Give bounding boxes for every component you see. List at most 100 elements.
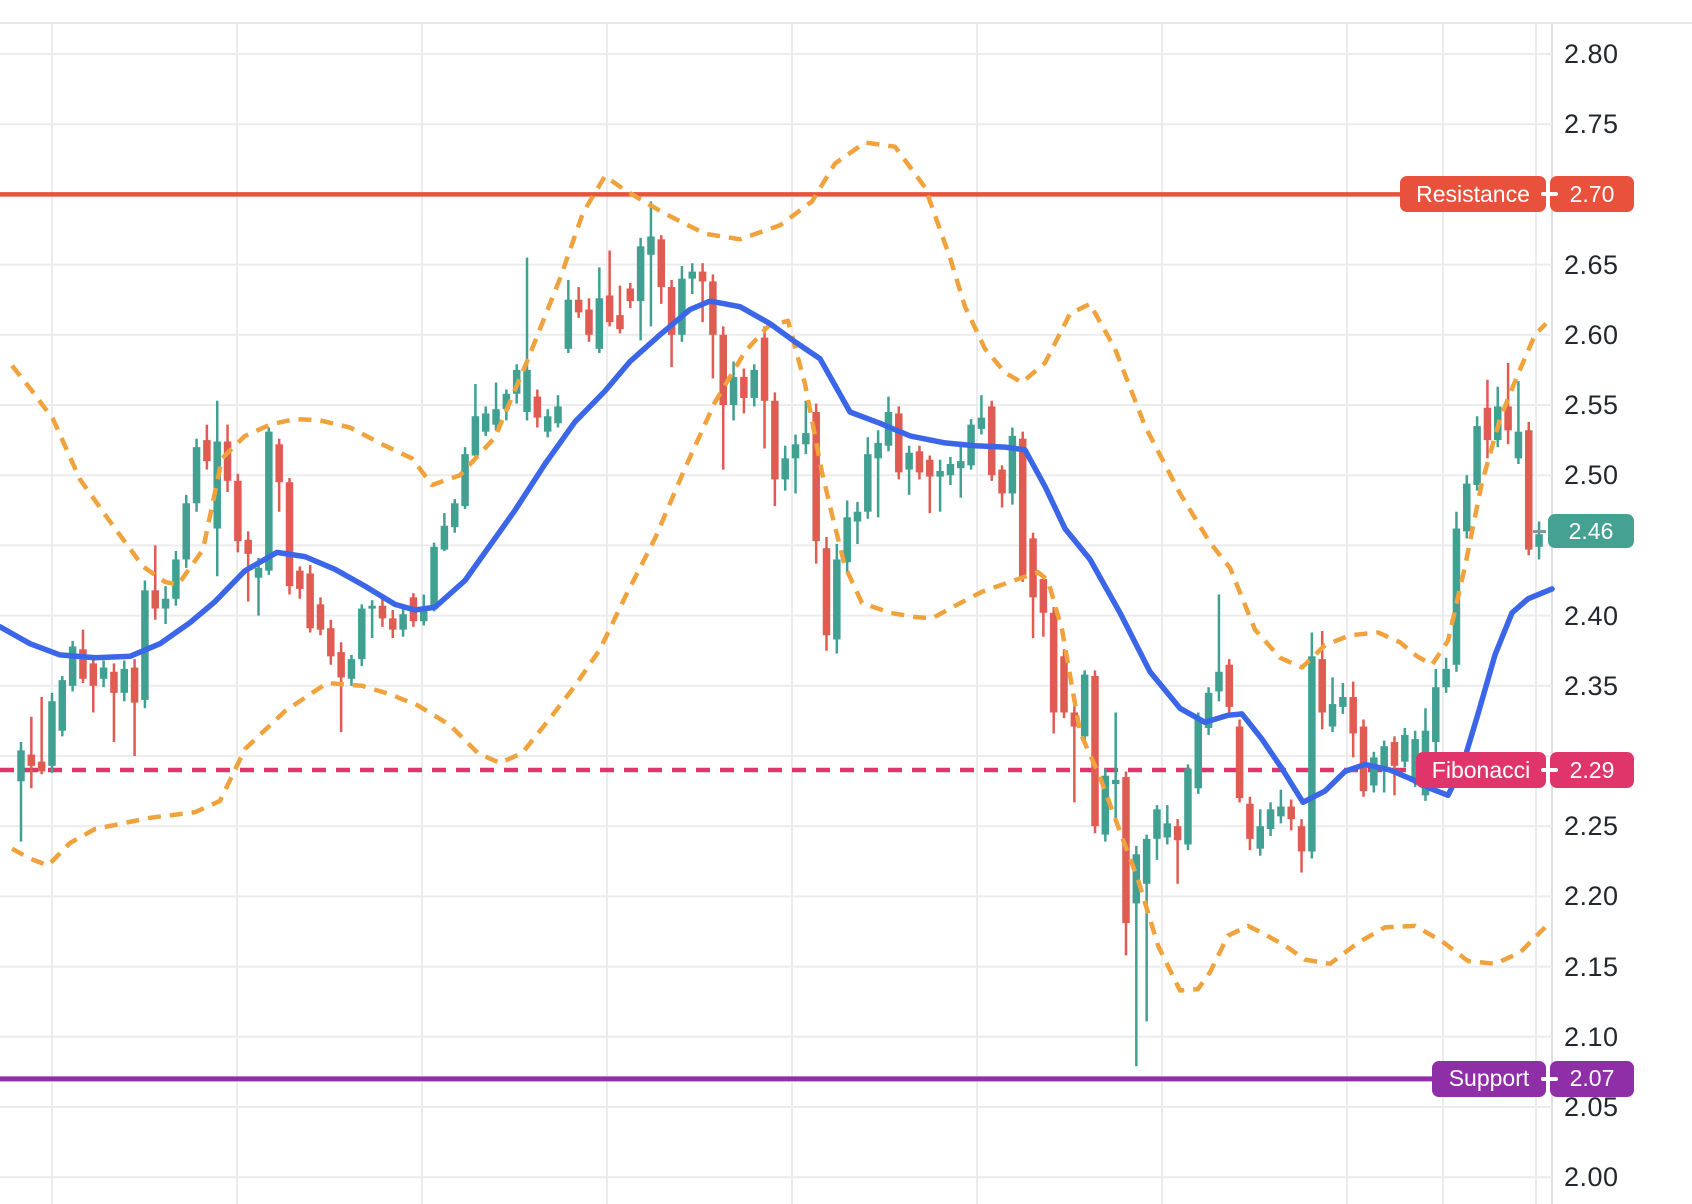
candle-body — [1039, 579, 1048, 613]
candle-body — [750, 369, 758, 398]
support-badge[interactable]: Support — [1432, 1060, 1546, 1097]
candle-body — [729, 376, 738, 405]
candle-body — [37, 761, 46, 772]
axis-tick-label: 2.00 — [1564, 1162, 1619, 1193]
candle-body — [1018, 438, 1027, 578]
candle-body — [141, 590, 149, 700]
candle-body — [182, 503, 190, 560]
support-value-text: 2.07 — [1569, 1065, 1615, 1092]
candle-body — [822, 548, 831, 636]
candle-body — [254, 567, 263, 578]
axis-tick-label: 2.15 — [1564, 951, 1619, 982]
candle-body — [874, 442, 882, 459]
candle-body — [192, 447, 201, 504]
resistance-badge[interactable]: Resistance — [1400, 176, 1546, 213]
candle-body — [616, 315, 624, 330]
candle-body — [1328, 704, 1337, 727]
candle-body — [574, 299, 583, 313]
candle-body — [1080, 674, 1089, 737]
candle-body — [688, 271, 697, 279]
fibonacci-badge-text: Fibonacci — [1431, 756, 1531, 783]
candle-body — [1463, 483, 1471, 532]
candle-body — [626, 288, 635, 302]
bollinger-bands — [10, 140, 1548, 993]
candle-body — [89, 663, 98, 686]
fibonacci-badge[interactable]: Fibonacci — [1416, 752, 1546, 789]
candle-body — [1173, 826, 1182, 841]
candle-body — [481, 413, 490, 432]
axis-tick-label: 2.25 — [1564, 811, 1619, 842]
candle-body — [1029, 538, 1037, 598]
candle-body — [709, 281, 717, 335]
candle-body — [1411, 739, 1419, 782]
fibonacci-value-text: 2.29 — [1569, 756, 1615, 783]
candle-body — [1308, 656, 1316, 852]
candle-body — [1297, 826, 1306, 852]
candle-body — [120, 668, 129, 693]
candle-body — [1101, 775, 1110, 835]
candle-body — [130, 667, 139, 703]
resistance-value-badge[interactable]: 2.70 — [1550, 176, 1634, 213]
candle-body — [791, 444, 800, 459]
moving-average-line — [0, 298, 1555, 806]
candle-body — [605, 295, 614, 323]
candle-body — [296, 570, 304, 589]
candle-body — [740, 376, 748, 398]
candle-body — [946, 463, 955, 476]
candle-body — [936, 470, 944, 477]
fibonacci-value-badge[interactable]: 2.29 — [1550, 752, 1634, 789]
candle-body — [895, 413, 903, 473]
candle-body — [554, 406, 562, 424]
axis-tick-label: 2.80 — [1564, 39, 1619, 69]
candle-body — [833, 559, 841, 640]
candle-body — [389, 618, 397, 630]
candle-body — [926, 459, 934, 477]
candle-body — [1070, 712, 1079, 727]
fibonacci-tick — [1541, 768, 1558, 773]
candle-body — [523, 369, 531, 413]
candle-body — [1339, 697, 1347, 707]
support-value-badge[interactable]: 2.07 — [1550, 1060, 1634, 1097]
candle-body — [17, 750, 25, 782]
candle-body — [1235, 726, 1244, 799]
axis-tick-label: 2.75 — [1564, 109, 1619, 140]
candle-body — [1194, 718, 1203, 789]
level-lines — [0, 192, 1432, 1082]
candle-body — [1483, 407, 1492, 441]
candle-body — [977, 417, 986, 429]
candle-body — [1287, 806, 1295, 820]
candle-body — [1318, 659, 1326, 713]
candle-body — [1060, 656, 1068, 713]
candle-body — [1163, 823, 1172, 838]
candle-body — [667, 287, 676, 335]
candle-body — [957, 461, 965, 469]
candle-body — [657, 239, 666, 288]
candle-body — [471, 416, 480, 456]
axis-tick-label: 2.40 — [1564, 600, 1619, 631]
candle-body — [781, 458, 789, 480]
candle-body — [440, 525, 449, 550]
candle-body — [203, 440, 211, 462]
candle-body — [27, 754, 36, 766]
last-price-tick — [1533, 529, 1546, 533]
candle-body — [719, 334, 727, 405]
candle-body — [358, 608, 366, 660]
candle-body — [905, 452, 913, 470]
candle-body — [1535, 534, 1543, 547]
candle-body — [1277, 806, 1285, 817]
candle-body — [1184, 768, 1192, 845]
candle-body — [1514, 431, 1523, 459]
candle-body — [1225, 664, 1234, 707]
candle-body — [1246, 803, 1254, 839]
candle-body — [492, 409, 500, 425]
candle-body — [275, 444, 283, 483]
resistance-tick — [1541, 192, 1558, 197]
candle-body — [213, 441, 221, 529]
candle-body — [1473, 426, 1481, 486]
candle-body — [585, 309, 593, 335]
last-price-badge[interactable]: 2.46 — [1548, 514, 1634, 549]
candle-body — [853, 511, 862, 522]
candle-body — [812, 412, 820, 542]
